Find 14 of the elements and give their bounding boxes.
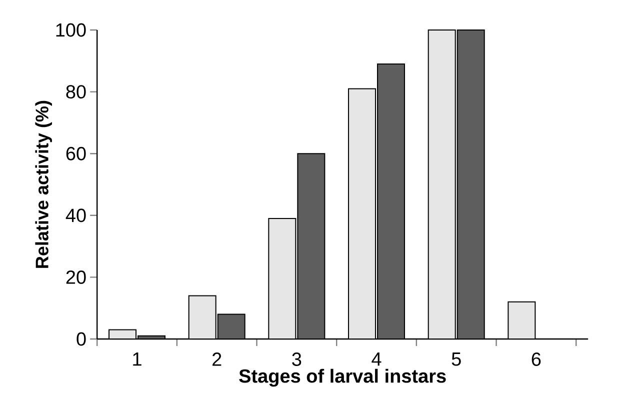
x-tick-label: 4 (372, 352, 382, 366)
x-axis-title: Stages of larval instars (239, 368, 446, 387)
x-tick-label: 3 (292, 352, 302, 366)
y-tick-label: 0 (76, 332, 86, 346)
x-tick-label: 5 (452, 352, 461, 366)
y-tick-label: 40 (66, 208, 86, 222)
x-tick-label: 1 (133, 352, 142, 366)
y-axis-title: Relative activity (%) (35, 100, 52, 268)
y-tick-label: 100 (56, 23, 86, 37)
x-tick-label: 2 (212, 352, 222, 366)
x-tick-label: 6 (532, 352, 541, 366)
y-tick-label: 80 (66, 85, 86, 99)
y-tick-label: 20 (66, 270, 86, 284)
y-tick-label: 60 (66, 146, 86, 160)
